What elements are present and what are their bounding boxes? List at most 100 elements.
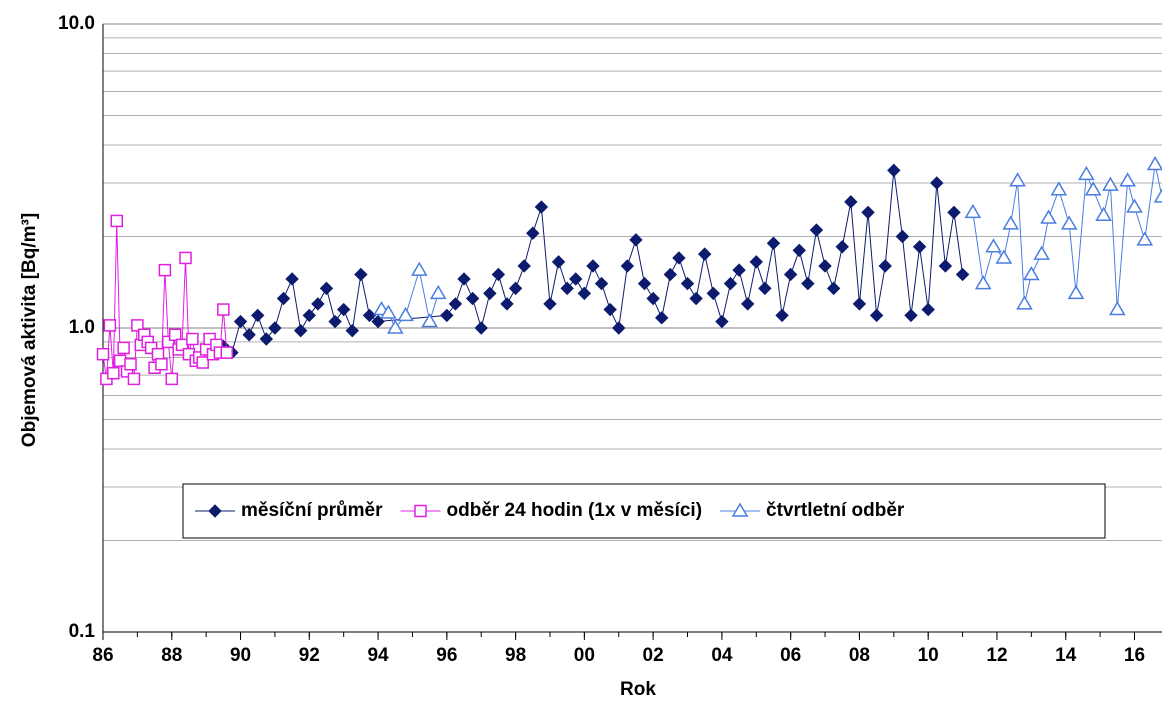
marker [1084,181,1102,196]
legend-marker [414,504,427,518]
marker [1009,172,1026,187]
marker [1153,188,1162,203]
marker [706,286,721,301]
marker [577,286,592,301]
marker [168,328,182,342]
marker [895,229,910,244]
legend-label: měsíční průměr [241,500,383,521]
marker [749,255,763,269]
marker [938,259,953,273]
marker [233,314,248,329]
marker [766,236,781,250]
marker [1016,295,1033,310]
marker [158,263,172,277]
marker [955,267,970,282]
marker [336,302,351,317]
marker [603,302,617,317]
marker [1102,176,1119,191]
x-tick-label: 14 [1055,645,1077,666]
marker [251,308,265,323]
x-tick-label: 06 [780,645,801,666]
marker [362,308,377,323]
marker [672,251,686,265]
x-tick-label: 88 [161,645,182,666]
marker [1060,215,1078,230]
marker [1126,198,1143,213]
marker [1040,209,1057,224]
marker [113,354,127,368]
marker [775,308,789,323]
x-tick-label: 00 [574,645,595,666]
marker [801,276,815,291]
marker [620,259,635,273]
marker [985,238,1002,253]
marker [319,281,334,296]
marker [186,332,199,346]
marker [474,321,488,335]
marker [526,226,540,240]
marker [220,346,234,359]
marker [465,291,480,306]
marker [740,297,755,311]
marker [421,313,438,328]
marker [285,272,299,286]
marker [386,319,404,334]
marker [646,291,660,306]
marker [397,306,414,322]
marker [663,267,678,282]
x-tick-label: 16 [1124,645,1145,666]
x-tick-label: 92 [299,645,320,666]
marker [560,281,574,296]
marker [723,276,738,291]
marker [861,205,875,220]
marker [483,286,497,301]
marker [491,267,506,282]
marker [117,341,130,355]
marker [904,308,918,323]
marker [127,372,141,386]
marker [429,284,447,300]
marker [912,240,927,254]
marker [124,357,137,371]
marker [328,314,342,329]
marker [964,203,982,219]
x-tick-label: 98 [505,645,526,666]
marker [995,249,1013,264]
marker [637,276,652,291]
marker [818,259,832,273]
marker [1095,206,1112,221]
marker [826,281,841,296]
marker [131,319,144,332]
marker [354,267,368,282]
legend-box [182,483,1106,539]
marker [380,304,397,319]
x-tick-label: 86 [92,645,113,666]
marker [783,267,798,282]
marker [500,297,514,311]
marker [144,341,158,355]
marker [974,275,992,290]
marker [293,323,308,338]
marker [1002,215,1020,230]
marker [517,259,531,273]
marker [217,303,230,316]
marker [1050,181,1068,196]
marker [345,323,359,338]
marker [162,335,175,349]
marker [259,332,274,346]
x-tick-label: 10 [918,645,939,666]
marker [110,214,124,228]
marker [457,272,471,286]
marker [1136,231,1154,246]
marker [844,195,858,209]
x-tick-label: 04 [711,645,733,666]
marker [947,205,961,220]
marker [629,233,643,247]
marker [732,263,746,277]
x-tick-label: 02 [643,645,664,666]
marker [311,297,325,311]
marker [586,259,600,273]
marker [440,308,454,323]
marker [835,240,849,254]
